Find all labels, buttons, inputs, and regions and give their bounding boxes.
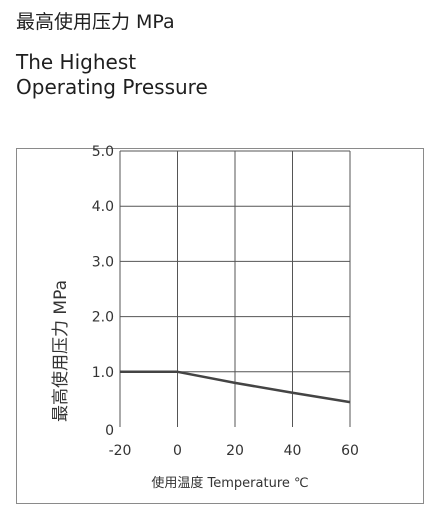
x-tick-label: 0 (173, 443, 182, 459)
x-tick-label: 20 (226, 443, 244, 459)
y-axis-label: 最高使用压力 MPa (50, 280, 71, 422)
y-tick-label: 0 (105, 423, 114, 439)
page-title-english-line1: The Highest (16, 50, 137, 74)
chart-tick-labels: -20 0 20 40 60 0 1.0 2.0 3.0 4.0 5.0 (92, 144, 359, 459)
chart-series (120, 370, 351, 404)
x-tick-label: 40 (284, 443, 302, 459)
page-title-english: The Highest Operating Pressure (16, 50, 208, 100)
x-tick-label: 60 (341, 443, 359, 459)
y-tick-label: 4.0 (92, 199, 114, 215)
chart-frame (16, 148, 424, 504)
y-tick-label: 2.0 (92, 310, 114, 326)
y-tick-label: 3.0 (92, 254, 114, 270)
x-tick-label: -20 (109, 443, 132, 459)
y-tick-label: 5.0 (92, 144, 114, 160)
y-tick-label: 1.0 (92, 365, 114, 381)
page-title-chinese: 最高使用压力 MPa (16, 11, 175, 33)
x-axis-label: 使用温度 Temperature ℃ (151, 475, 308, 491)
series-line (120, 370, 351, 404)
page-title-english-line2: Operating Pressure (16, 75, 208, 99)
chart-grid (119, 150, 351, 427)
